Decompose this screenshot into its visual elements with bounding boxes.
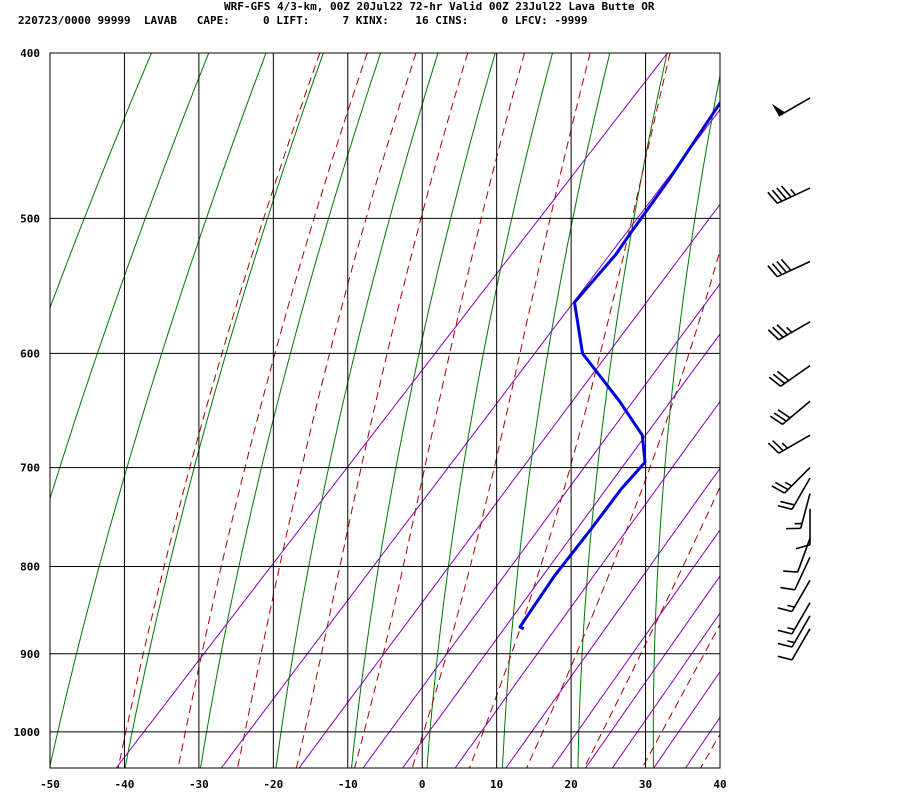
dry-adiabat bbox=[652, 72, 720, 768]
wind-barb bbox=[771, 467, 811, 494]
wind-barb bbox=[786, 493, 811, 530]
y-tick-label: 700 bbox=[20, 462, 40, 475]
mixing-ratio-line bbox=[685, 716, 720, 768]
moist-adiabat bbox=[526, 249, 720, 768]
wind-barb bbox=[777, 579, 811, 613]
wind-barb bbox=[767, 434, 811, 454]
dry-adiabat bbox=[798, 53, 839, 768]
y-tick-label: 1000 bbox=[14, 726, 41, 739]
wind-barb bbox=[767, 258, 811, 278]
chart-title: WRF-GFS 4/3-km, 00Z 20Jul22 72-hr Valid … bbox=[224, 0, 655, 13]
moist-adiabat bbox=[117, 53, 321, 768]
temperature-profile bbox=[728, 86, 853, 629]
mixing-ratio-line bbox=[298, 203, 720, 768]
y-tick-label: 400 bbox=[20, 47, 40, 60]
moist-adiabat bbox=[583, 485, 720, 768]
wind-barb bbox=[777, 615, 811, 648]
mixing-ratio-line bbox=[454, 400, 720, 768]
tick-labels: -50 -40 -30 -20 -10 0 10 20 30 40 400 500 600 700 800 9… bbox=[14, 47, 727, 791]
mixing-ratio-line bbox=[585, 575, 720, 768]
dry-adiabat bbox=[426, 53, 553, 768]
wind-barb bbox=[777, 477, 811, 511]
moist-adiabat bbox=[295, 53, 469, 768]
dry-adiabat bbox=[727, 53, 782, 768]
dry-adiabat bbox=[275, 53, 439, 768]
x-tick-label: 40 bbox=[713, 778, 726, 791]
moist-adiabat bbox=[237, 53, 417, 768]
mixing-ratio-line bbox=[653, 670, 720, 768]
mixing-ratio-line bbox=[505, 467, 720, 768]
moist-adiabat bbox=[700, 733, 720, 768]
dewpoint-profile bbox=[518, 100, 720, 631]
wind-barb bbox=[768, 364, 811, 387]
wind-barb bbox=[767, 321, 811, 341]
x-tick-label: 30 bbox=[639, 778, 652, 791]
dry-adiabat bbox=[50, 53, 267, 768]
dry-adiabat bbox=[50, 53, 210, 501]
dry-adiabat bbox=[124, 53, 324, 768]
mixing-ratio-line bbox=[551, 529, 720, 768]
dry-adiabat bbox=[502, 53, 611, 768]
grid-lines bbox=[49, 52, 721, 768]
wind-barb bbox=[777, 602, 811, 635]
profiles bbox=[518, 86, 853, 631]
mixing-ratio-line bbox=[402, 333, 720, 768]
x-tick-label: -20 bbox=[263, 778, 283, 791]
x-tick-label: -10 bbox=[338, 778, 358, 791]
dry-adiabat bbox=[200, 53, 382, 768]
y-tick-label: 800 bbox=[20, 561, 40, 574]
wind-barb bbox=[783, 537, 811, 573]
mixing-ratio-line bbox=[115, 53, 668, 768]
wind-barb bbox=[767, 185, 811, 205]
dry-adiabat bbox=[50, 53, 152, 310]
mixing-ratio-line bbox=[611, 612, 720, 768]
wind-barb bbox=[777, 628, 811, 661]
dry-adiabat bbox=[867, 53, 897, 768]
y-tick-label: 900 bbox=[20, 648, 40, 661]
sounding-indices: 220723/0000 99999 LAVAB CAPE: 0 LIFT: 7 … bbox=[18, 14, 588, 27]
moist-adiabat bbox=[411, 53, 591, 768]
moist-adiabat bbox=[354, 53, 525, 768]
y-tick-label: 500 bbox=[20, 212, 40, 225]
wind-barb bbox=[771, 97, 811, 117]
y-tick-label: 600 bbox=[20, 347, 40, 360]
mixing-ratio-line bbox=[220, 108, 720, 768]
x-tick-label: -40 bbox=[115, 778, 135, 791]
moist-adiabat bbox=[468, 53, 671, 768]
x-tick-label: -50 bbox=[40, 778, 60, 791]
dry-adiabat bbox=[351, 53, 496, 768]
wind-barbs bbox=[767, 97, 811, 661]
background-lines bbox=[50, 53, 897, 768]
wind-barb bbox=[780, 556, 811, 591]
wind-barb bbox=[769, 400, 811, 426]
x-tick-label: 20 bbox=[564, 778, 577, 791]
x-tick-label: 0 bbox=[419, 778, 426, 791]
plot-frame bbox=[49, 52, 721, 769]
moist-adiabat bbox=[177, 53, 368, 768]
x-tick-label: 10 bbox=[490, 778, 503, 791]
x-tick-label: -30 bbox=[189, 778, 209, 791]
